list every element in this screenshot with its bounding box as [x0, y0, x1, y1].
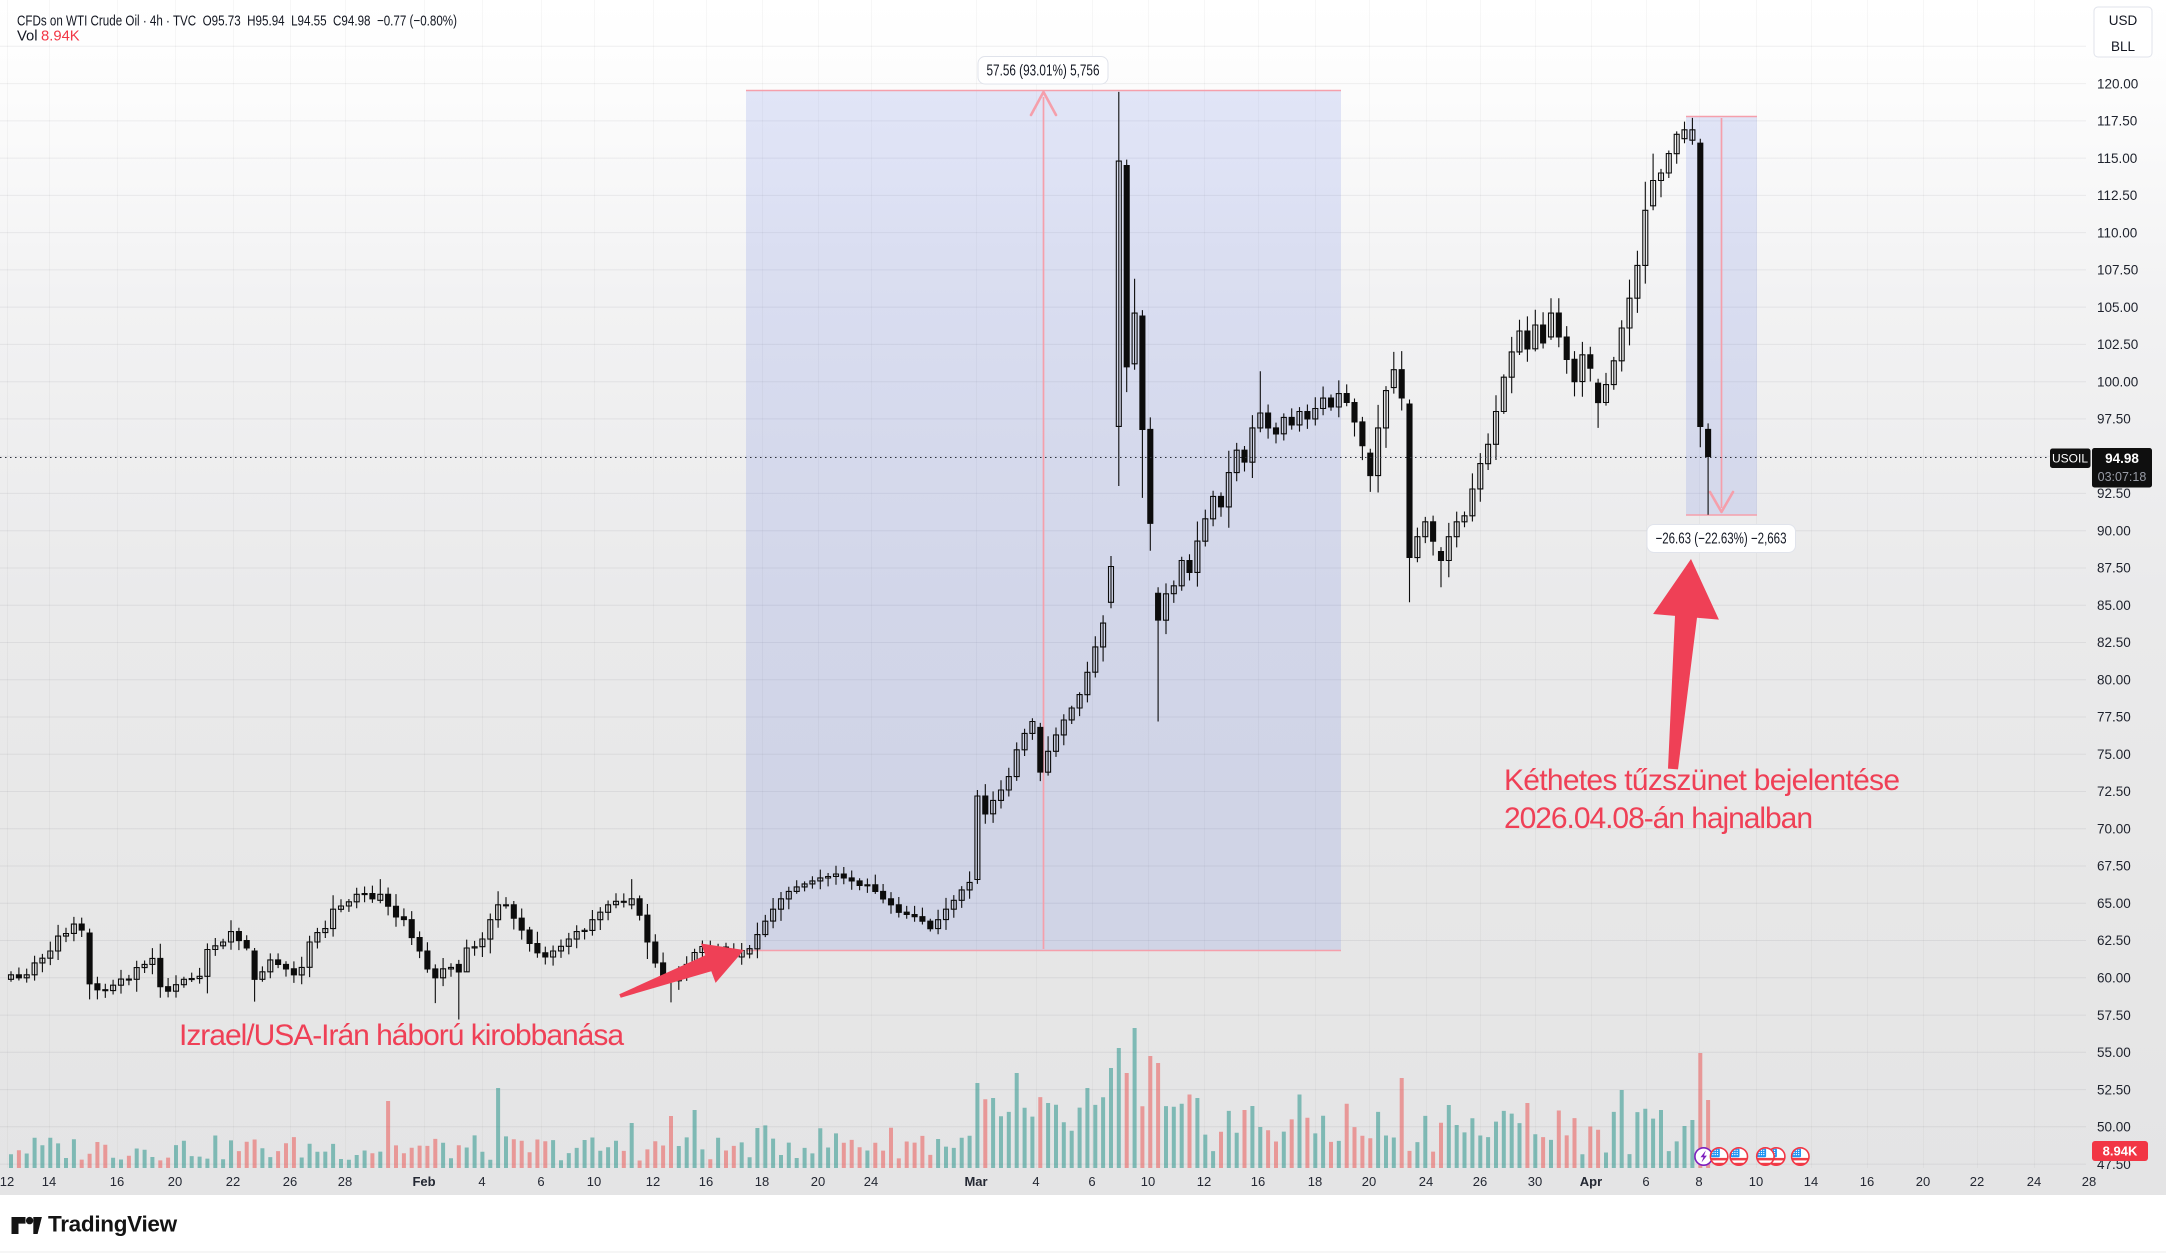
- svg-text:Apr: Apr: [1580, 1174, 1602, 1189]
- svg-text:77.50: 77.50: [2097, 710, 2131, 725]
- svg-text:24: 24: [1419, 1174, 1433, 1189]
- svg-text:24: 24: [864, 1174, 878, 1189]
- svg-text:65.00: 65.00: [2097, 896, 2131, 911]
- svg-text:CFDs on WTI Crude Oil · 4h · T: CFDs on WTI Crude Oil · 4h · TVC O95.73 …: [17, 14, 457, 30]
- svg-text:16: 16: [1251, 1174, 1265, 1189]
- svg-text:18: 18: [755, 1174, 769, 1189]
- svg-text:60.00: 60.00: [2097, 971, 2131, 986]
- svg-text:6: 6: [1642, 1174, 1649, 1189]
- svg-text:28: 28: [2082, 1174, 2096, 1189]
- svg-text:12: 12: [646, 1174, 660, 1189]
- svg-text:26: 26: [283, 1174, 297, 1189]
- svg-text:TradingView: TradingView: [48, 1212, 178, 1237]
- svg-text:85.00: 85.00: [2097, 598, 2131, 613]
- svg-text:107.50: 107.50: [2097, 263, 2138, 278]
- svg-text:52.50: 52.50: [2097, 1082, 2131, 1097]
- svg-text:87.50: 87.50: [2097, 561, 2131, 576]
- svg-text:16: 16: [110, 1174, 124, 1189]
- svg-text:BLL: BLL: [2111, 39, 2136, 54]
- svg-text:82.50: 82.50: [2097, 635, 2131, 650]
- svg-text:12: 12: [1197, 1174, 1211, 1189]
- svg-text:6: 6: [1088, 1174, 1095, 1189]
- svg-text:8: 8: [1695, 1174, 1702, 1189]
- svg-text:24: 24: [2027, 1174, 2041, 1189]
- svg-text:57.56 (93.01%) 5,756: 57.56 (93.01%) 5,756: [987, 63, 1100, 80]
- svg-text:−26.63 (−22.63%) −2,663: −26.63 (−22.63%) −2,663: [1656, 531, 1787, 548]
- svg-text:105.00: 105.00: [2097, 300, 2138, 315]
- svg-text:16: 16: [1860, 1174, 1874, 1189]
- svg-text:55.00: 55.00: [2097, 1045, 2131, 1060]
- svg-text:26: 26: [1473, 1174, 1487, 1189]
- svg-text:20: 20: [1362, 1174, 1376, 1189]
- svg-text:30: 30: [1528, 1174, 1542, 1189]
- svg-text:115.00: 115.00: [2097, 151, 2137, 166]
- svg-text:14: 14: [42, 1174, 56, 1189]
- svg-text:USOIL: USOIL: [2052, 452, 2088, 466]
- svg-text:10: 10: [587, 1174, 601, 1189]
- svg-text:20: 20: [168, 1174, 182, 1189]
- svg-text:72.50: 72.50: [2097, 784, 2131, 799]
- svg-text:6: 6: [537, 1174, 544, 1189]
- svg-text:22: 22: [1970, 1174, 1984, 1189]
- svg-text:92.50: 92.50: [2097, 486, 2131, 501]
- svg-text:14: 14: [1804, 1174, 1818, 1189]
- svg-text:USD: USD: [2109, 13, 2138, 28]
- svg-text:28: 28: [338, 1174, 352, 1189]
- svg-text:57.50: 57.50: [2097, 1008, 2131, 1023]
- svg-text:117.50: 117.50: [2097, 114, 2137, 129]
- svg-text:100.00: 100.00: [2097, 374, 2138, 389]
- svg-text:75.00: 75.00: [2097, 747, 2131, 762]
- svg-text:20: 20: [811, 1174, 825, 1189]
- svg-text:10: 10: [1141, 1174, 1155, 1189]
- svg-text:112.50: 112.50: [2097, 188, 2137, 203]
- svg-text:67.50: 67.50: [2097, 859, 2131, 874]
- svg-text:Kéthetes tűzszünet bejelentése: Kéthetes tűzszünet bejelentése: [1504, 764, 1900, 797]
- svg-text:70.00: 70.00: [2097, 822, 2131, 837]
- svg-text:110.00: 110.00: [2097, 225, 2137, 240]
- svg-text:50.00: 50.00: [2097, 1120, 2131, 1135]
- svg-text:8.94K: 8.94K: [2103, 1144, 2138, 1159]
- svg-text:16: 16: [699, 1174, 713, 1189]
- svg-text:20: 20: [1916, 1174, 1930, 1189]
- svg-text:10: 10: [1749, 1174, 1763, 1189]
- svg-text:94.98: 94.98: [2105, 451, 2139, 466]
- svg-text:Feb: Feb: [412, 1174, 435, 1189]
- svg-text:4: 4: [478, 1174, 485, 1189]
- svg-text:18: 18: [1308, 1174, 1322, 1189]
- svg-text:80.00: 80.00: [2097, 672, 2131, 687]
- svg-text:90.00: 90.00: [2097, 523, 2131, 538]
- svg-text:Mar: Mar: [964, 1174, 987, 1189]
- svg-text:97.50: 97.50: [2097, 412, 2131, 427]
- svg-text:102.50: 102.50: [2097, 337, 2138, 352]
- svg-text:4: 4: [1032, 1174, 1039, 1189]
- svg-text:22: 22: [226, 1174, 240, 1189]
- svg-text:2026.04.08-án hajnalban: 2026.04.08-án hajnalban: [1504, 802, 1813, 835]
- svg-text:Izrael/USA-Irán háború kirobba: Izrael/USA-Irán háború kirobbanása: [179, 1019, 624, 1052]
- svg-text:12: 12: [0, 1174, 14, 1189]
- svg-text:120.00: 120.00: [2097, 76, 2138, 91]
- svg-text:03:07:18: 03:07:18: [2098, 470, 2147, 484]
- svg-text:62.50: 62.50: [2097, 933, 2131, 948]
